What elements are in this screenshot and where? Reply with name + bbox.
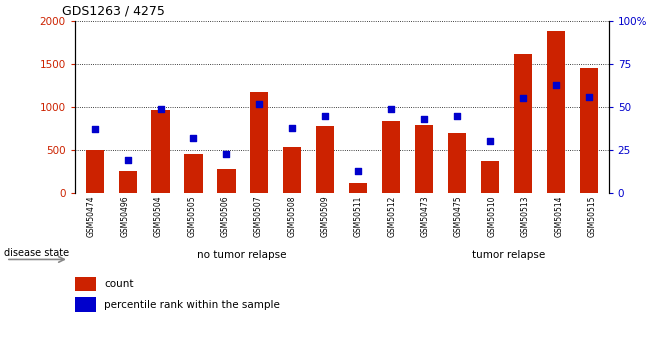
- Text: disease state: disease state: [4, 248, 69, 258]
- Point: [320, 113, 331, 118]
- Text: GDS1263 / 4275: GDS1263 / 4275: [62, 4, 165, 17]
- Bar: [85, 150, 104, 193]
- Bar: [514, 55, 532, 193]
- Text: GSM50505: GSM50505: [187, 196, 196, 237]
- Bar: [184, 155, 202, 193]
- Point: [485, 139, 495, 144]
- Text: GSM50473: GSM50473: [421, 196, 430, 237]
- Bar: [382, 121, 400, 193]
- Text: GSM50513: GSM50513: [521, 196, 530, 237]
- Text: GSM50507: GSM50507: [254, 196, 263, 237]
- Bar: [75, 297, 96, 312]
- Point: [287, 125, 298, 130]
- Text: GSM50496: GSM50496: [120, 196, 130, 237]
- Point: [221, 151, 232, 156]
- Point: [518, 96, 528, 101]
- Point: [156, 106, 166, 111]
- Text: GSM50514: GSM50514: [554, 196, 563, 237]
- Text: no tumor relapse: no tumor relapse: [197, 250, 286, 260]
- Text: GSM50510: GSM50510: [488, 196, 497, 237]
- Text: count: count: [104, 279, 133, 289]
- Text: percentile rank within the sample: percentile rank within the sample: [104, 300, 280, 310]
- Text: GSM50475: GSM50475: [454, 196, 463, 237]
- Bar: [316, 126, 335, 193]
- Text: GSM50511: GSM50511: [354, 196, 363, 237]
- Bar: [580, 68, 598, 193]
- Bar: [118, 171, 137, 193]
- Bar: [448, 133, 466, 193]
- Text: GSM50515: GSM50515: [587, 196, 596, 237]
- Text: GSM50504: GSM50504: [154, 196, 163, 237]
- Text: GSM50509: GSM50509: [320, 196, 329, 237]
- Text: GSM50508: GSM50508: [287, 196, 296, 237]
- Bar: [415, 125, 433, 193]
- Bar: [75, 277, 96, 291]
- Point: [419, 116, 430, 122]
- Point: [254, 101, 264, 106]
- Point: [188, 135, 199, 141]
- Bar: [217, 169, 236, 193]
- Point: [122, 158, 133, 163]
- Bar: [481, 161, 499, 193]
- Point: [353, 168, 363, 174]
- Bar: [152, 110, 170, 193]
- Text: GSM50506: GSM50506: [221, 196, 230, 237]
- Text: GSM50474: GSM50474: [87, 196, 96, 237]
- Bar: [283, 148, 301, 193]
- Point: [551, 82, 561, 87]
- Point: [89, 127, 100, 132]
- Point: [584, 94, 594, 99]
- Point: [386, 106, 396, 111]
- Bar: [251, 92, 268, 193]
- Text: GSM50512: GSM50512: [387, 196, 396, 237]
- Bar: [349, 183, 367, 193]
- Bar: [547, 31, 565, 193]
- Point: [452, 113, 462, 118]
- Text: tumor relapse: tumor relapse: [472, 250, 546, 260]
